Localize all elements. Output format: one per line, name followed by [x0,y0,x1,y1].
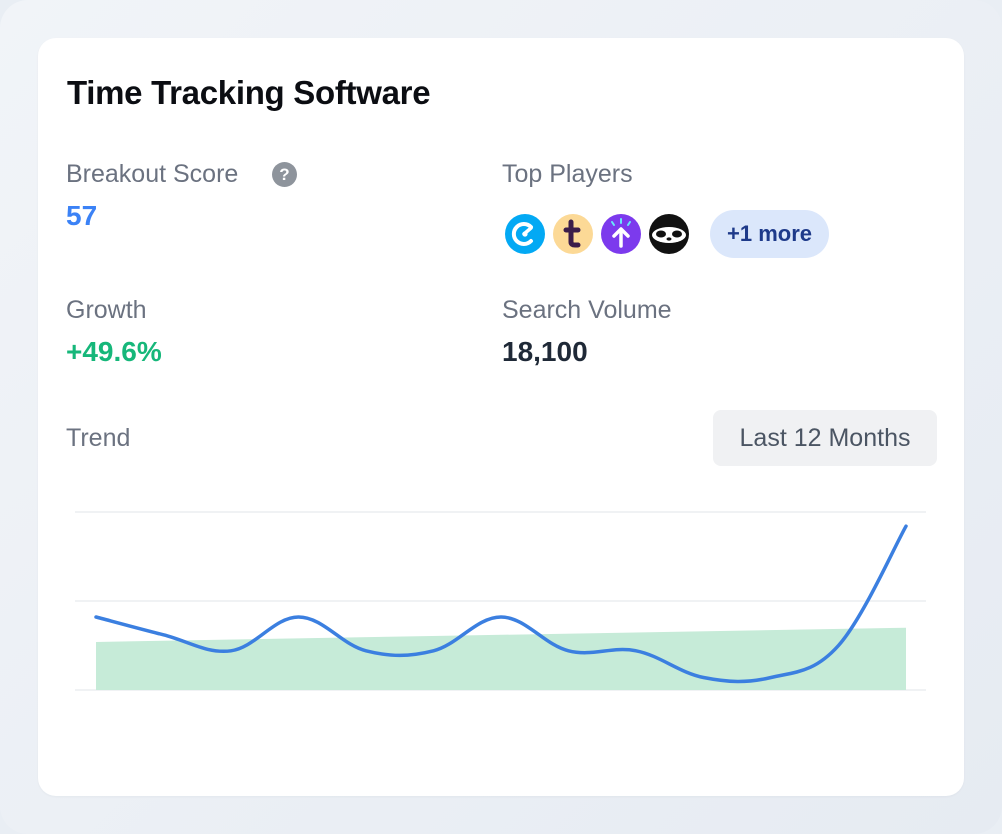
trend-label: Trend [66,424,131,452]
card-title: Time Tracking Software [67,74,431,111]
trend-chart [75,511,926,691]
trend-card: Time Tracking Software Breakout Score ? … [38,38,964,796]
top-players-label: Top Players [502,160,633,188]
tmetric-logo-icon[interactable] [552,213,594,255]
growth-value: +49.6% [66,336,162,367]
more-players-button[interactable]: +1 more [710,210,829,258]
breakout-score-label: Breakout Score [66,160,239,188]
help-icon[interactable]: ? [272,162,297,187]
upload-arrow-logo-icon[interactable] [600,213,642,255]
sloth-logo-icon[interactable] [648,213,690,255]
search-volume-value: 18,100 [502,336,588,367]
time-range-button[interactable]: Last 12 Months [713,410,937,466]
breakout-score-value: 57 [66,200,98,231]
search-volume-label: Search Volume [502,296,672,324]
clockify-logo-icon[interactable] [504,213,546,255]
top-players-list: +1 more [504,210,829,258]
baseline-area [96,627,906,690]
trend-line [94,524,908,684]
growth-label: Growth [66,296,147,324]
